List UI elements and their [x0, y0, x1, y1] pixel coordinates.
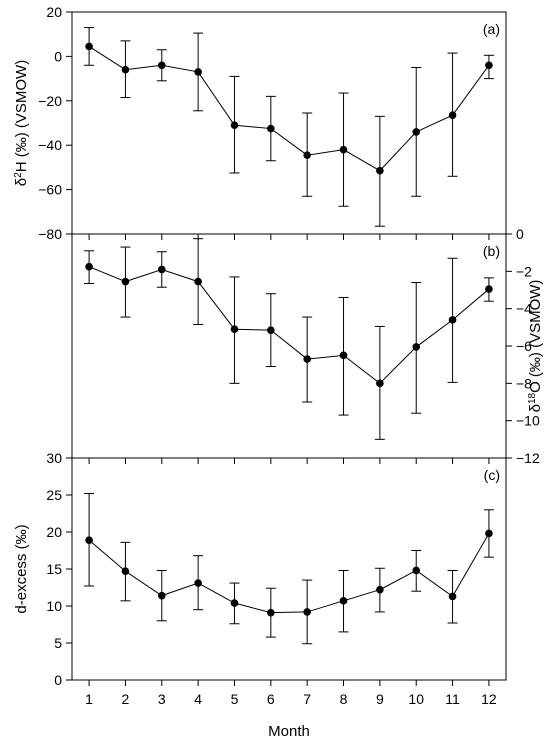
- data-point: [448, 592, 457, 601]
- data-point: [85, 536, 93, 544]
- plot-frame: [71, 457, 507, 681]
- y-tick-label: 0: [54, 672, 62, 688]
- x-tick-label: 4: [194, 691, 202, 707]
- series-line: [88, 266, 490, 384]
- y-tick-label: 5: [54, 635, 62, 651]
- data-point: [412, 128, 421, 136]
- y-axis-title: δ2H (‰) (VSMOW): [13, 60, 31, 186]
- data-point: [157, 61, 166, 70]
- x-tick-label: 2: [122, 691, 130, 707]
- series-line: [88, 45, 490, 172]
- data-point: [194, 579, 202, 587]
- data-point: [157, 591, 166, 600]
- data-point: [339, 597, 348, 605]
- panel-label: (b): [483, 243, 500, 259]
- x-tick-label: 5: [231, 691, 239, 707]
- y-tick-label: 25: [46, 487, 62, 503]
- y-tick-label: 15: [46, 561, 62, 577]
- data-point: [157, 265, 166, 274]
- data-point: [303, 608, 311, 616]
- data-point: [85, 262, 93, 271]
- y-tick-label: −20: [38, 93, 62, 109]
- x-tick-label: 9: [376, 691, 384, 707]
- y-tick-label: 30: [46, 450, 62, 466]
- y-tick-label: −40: [38, 137, 62, 153]
- panel-0: 20 0 −20 −40 −60 −80 (a) δ2H (‰) (VSMOW): [13, 4, 507, 242]
- data-point: [448, 316, 457, 324]
- y-tick-label: −8: [516, 375, 532, 391]
- x-tick-label: 1: [85, 691, 93, 707]
- data-point: [85, 42, 93, 51]
- data-point: [376, 585, 384, 594]
- y-tick-label: −4: [516, 301, 532, 317]
- x-tick-label: 8: [340, 691, 348, 707]
- y-tick-label: 0: [516, 226, 524, 242]
- data-point: [376, 166, 384, 175]
- x-axis-title: Month: [268, 723, 310, 740]
- y-axis-title: δ18O (‰) (VSMOW): [527, 280, 545, 413]
- data-point: [339, 145, 348, 154]
- data-point: [194, 277, 202, 286]
- x-tick-label: 6: [267, 691, 275, 707]
- data-point: [194, 68, 202, 76]
- y-tick-label: −6: [516, 338, 532, 354]
- data-point: [448, 111, 457, 120]
- data-point: [339, 351, 348, 360]
- y-tick-label: −10: [516, 413, 540, 429]
- x-tick-label: 11: [445, 691, 460, 707]
- x-tick-label: 12: [481, 691, 497, 707]
- y-tick-label: −80: [38, 226, 62, 242]
- y-tick-label: 20: [46, 4, 62, 20]
- data-point: [121, 567, 130, 576]
- data-point: [376, 379, 384, 388]
- data-point: [267, 326, 275, 334]
- data-point: [412, 343, 421, 351]
- x-tick-label: 7: [303, 691, 311, 707]
- data-point: [485, 529, 493, 538]
- panel-label: (c): [484, 467, 500, 483]
- plot-frame: [71, 11, 507, 235]
- y-tick-label: 20: [46, 524, 62, 540]
- data-point: [230, 121, 239, 130]
- data-point: [485, 285, 493, 293]
- series-line: [88, 533, 490, 614]
- y-tick-label: −2: [516, 263, 532, 279]
- y-tick-label: 10: [46, 598, 62, 614]
- x-tick-label: 3: [158, 691, 166, 707]
- y-tick-label: −60: [38, 182, 62, 198]
- y-tick-label: 0: [54, 48, 62, 64]
- data-point: [412, 566, 421, 575]
- data-point: [121, 65, 130, 74]
- data-point: [267, 124, 275, 133]
- data-point: [303, 355, 311, 363]
- panel-1: 0 −2 −4 −6 −8 −10 −12 (b) δ18O (‰) (VSMOW): [71, 226, 545, 466]
- data-point: [485, 61, 493, 70]
- data-point: [303, 151, 311, 159]
- data-point: [230, 325, 239, 334]
- y-axis-title: d-excess (‰): [13, 524, 30, 613]
- panel-label: (a): [483, 21, 500, 37]
- plot-frame: [71, 233, 507, 459]
- x-tick-label: 10: [408, 691, 424, 707]
- data-point: [267, 608, 275, 617]
- data-point: [230, 599, 239, 607]
- data-point: [121, 277, 130, 286]
- y-tick-label: −12: [516, 450, 540, 466]
